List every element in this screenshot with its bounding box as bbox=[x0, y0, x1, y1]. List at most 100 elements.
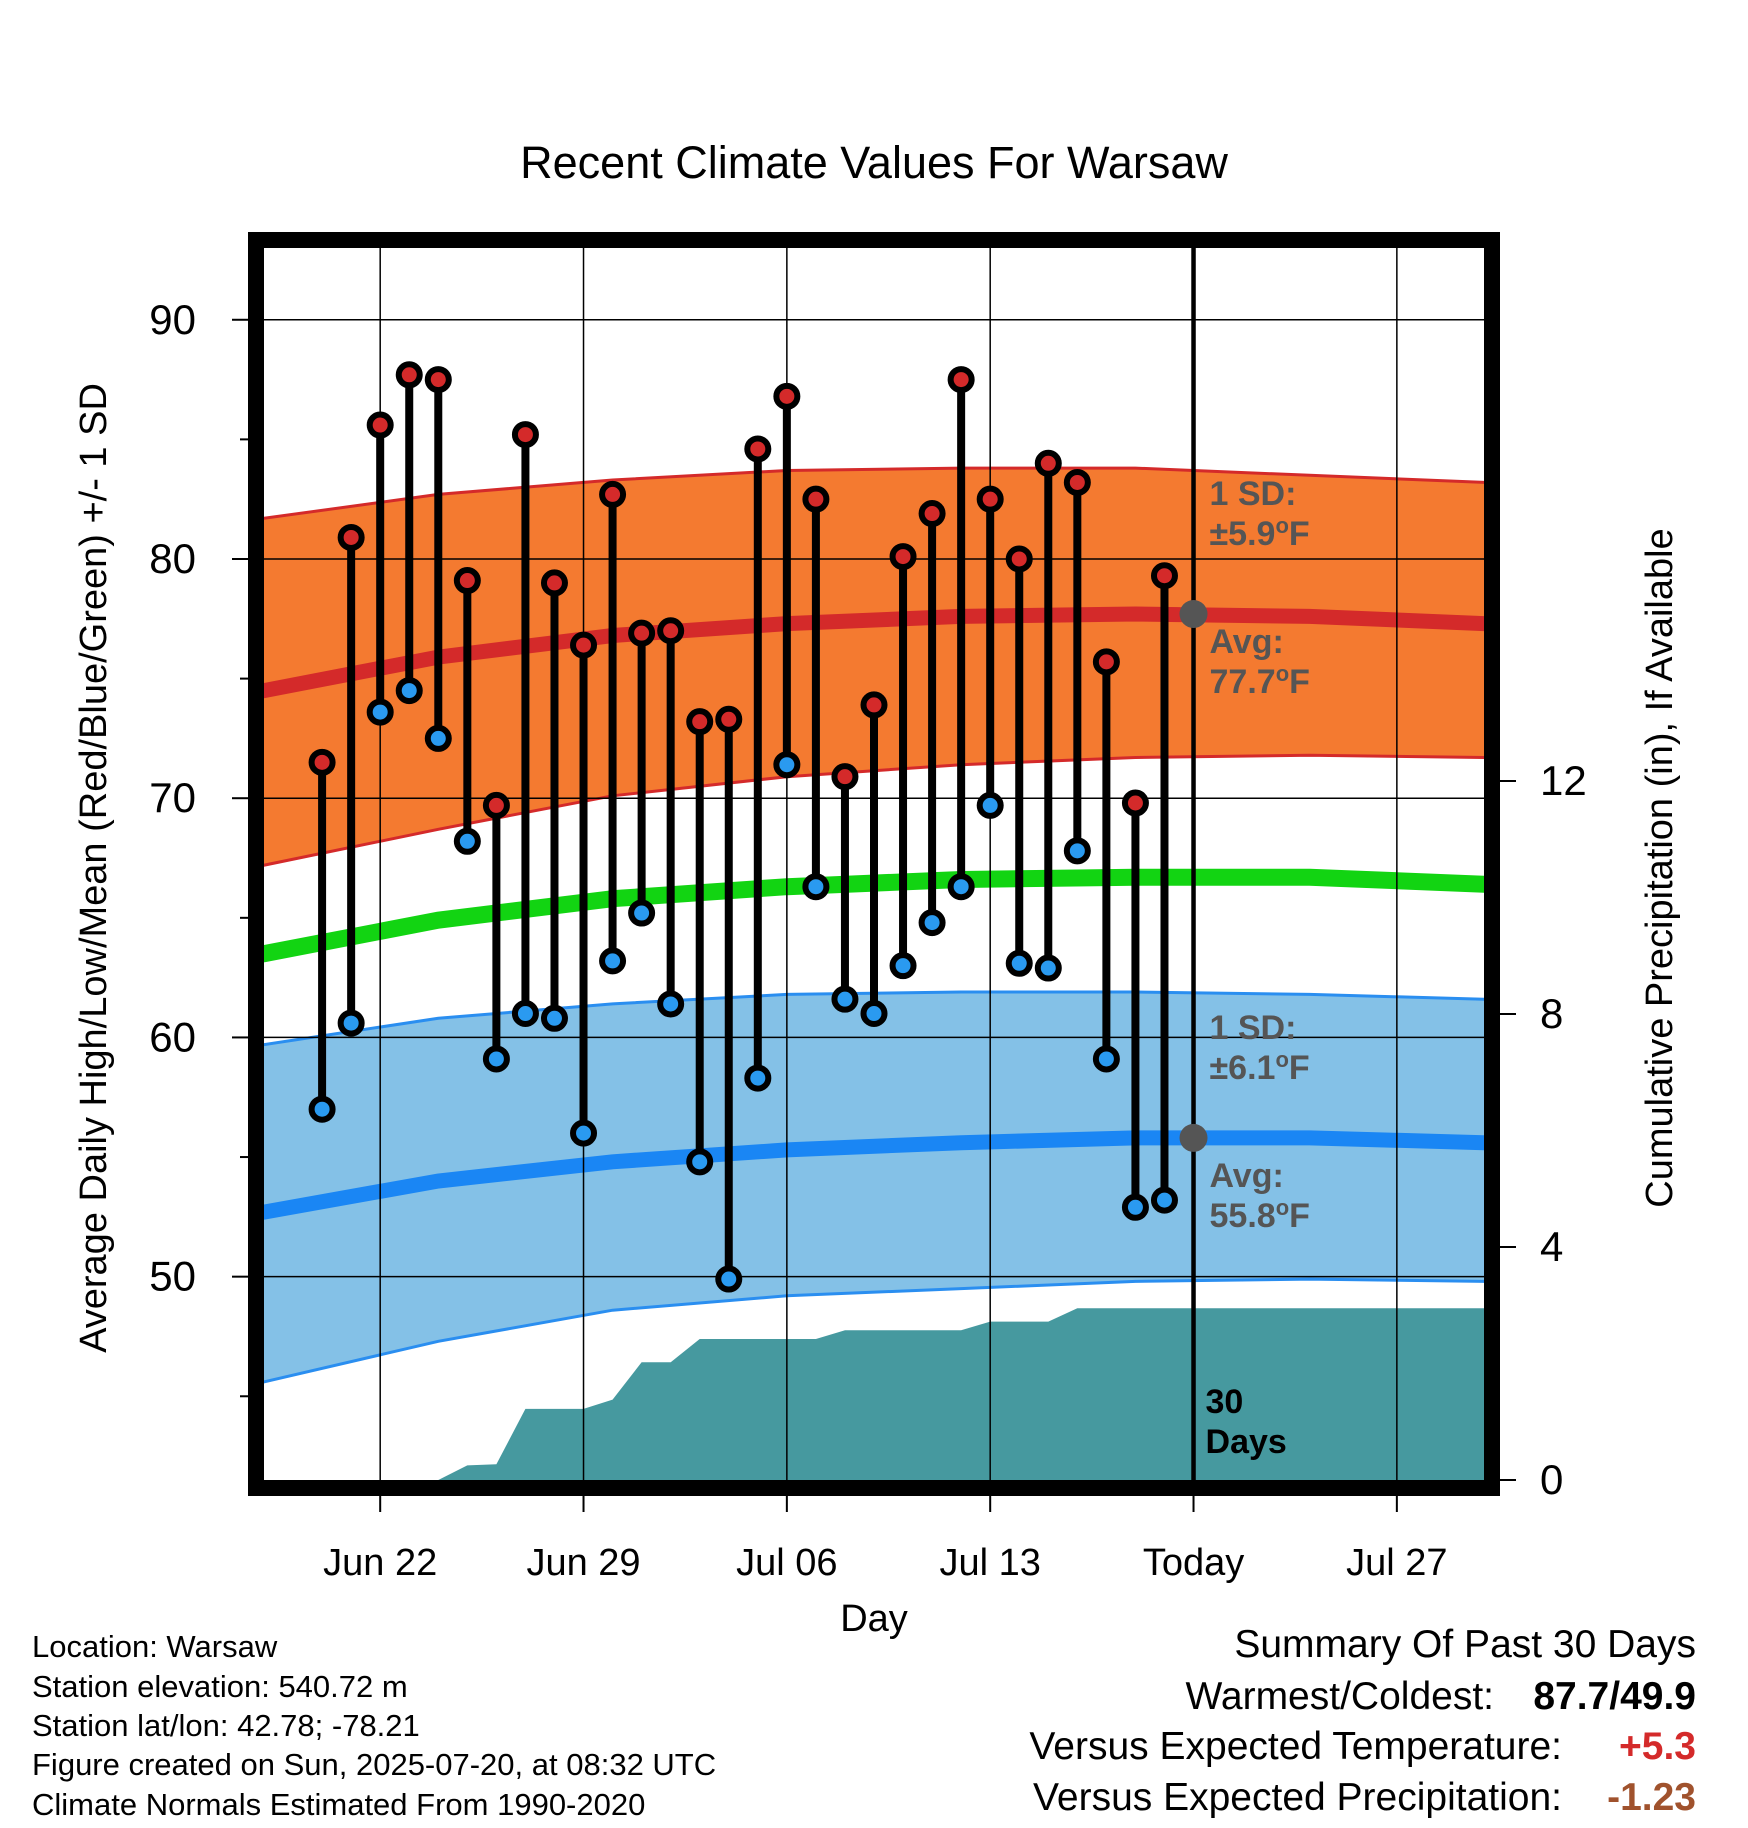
daily-low-marker bbox=[511, 1000, 539, 1028]
daily-high-marker bbox=[570, 631, 598, 659]
daily-high-marker bbox=[1092, 648, 1120, 676]
daily-low-marker bbox=[1150, 1186, 1178, 1214]
summary-panel: Summary Of Past 30 Days Warmest/Coldest:… bbox=[1029, 1623, 1696, 1819]
y-tick-label: 80 bbox=[149, 535, 196, 582]
daily-low-marker bbox=[424, 724, 452, 752]
footer-location: Location: Warsaw bbox=[32, 1629, 278, 1664]
daily-low-marker bbox=[686, 1148, 714, 1176]
daily-high-marker bbox=[1121, 789, 1149, 817]
daily-high-marker bbox=[802, 485, 830, 513]
summary-precip-label: Versus Expected Precipitation: bbox=[1033, 1776, 1562, 1819]
daily-high-marker bbox=[1005, 545, 1033, 573]
daily-low-marker bbox=[1034, 954, 1062, 982]
footer-normals: Climate Normals Estimated From 1990-2020 bbox=[32, 1787, 645, 1822]
daily-low-marker bbox=[715, 1265, 743, 1293]
cumulative-precip-area bbox=[409, 1308, 1484, 1480]
daily-low-marker bbox=[308, 1095, 336, 1123]
daily-high-marker bbox=[599, 480, 627, 508]
summary-warmest-value: 87.7/49.9 bbox=[1533, 1675, 1696, 1718]
daily-low-marker bbox=[1005, 949, 1033, 977]
y-tick-label: 60 bbox=[149, 1013, 196, 1060]
daily-low-marker bbox=[482, 1045, 510, 1073]
daily-high-marker bbox=[831, 763, 859, 791]
low-sd-annotation: 1 SD: ±6.1oF bbox=[1210, 1009, 1310, 1087]
footer-latlon: Station lat/lon: 42.78; -78.21 bbox=[32, 1708, 420, 1743]
daily-high-marker bbox=[744, 435, 772, 463]
daily-low-marker bbox=[599, 947, 627, 975]
y2-tick-label: 0 bbox=[1540, 1456, 1563, 1503]
daily-low-marker bbox=[1121, 1193, 1149, 1221]
daily-high-marker bbox=[453, 567, 481, 595]
y2-tick-label: 8 bbox=[1540, 990, 1563, 1037]
daily-low-marker bbox=[657, 990, 685, 1018]
daily-high-marker bbox=[1150, 562, 1178, 590]
daily-high-marker bbox=[424, 366, 452, 394]
low-avg-annotation: Avg: 55.8oF bbox=[1210, 1157, 1310, 1235]
daily-low-marker bbox=[453, 827, 481, 855]
x-tick-label: Jul 06 bbox=[736, 1542, 837, 1584]
daily-low-marker bbox=[976, 791, 1004, 819]
daily-high-marker bbox=[889, 543, 917, 571]
daily-low-marker bbox=[1063, 837, 1091, 865]
summary-precip-value: -1.23 bbox=[1607, 1776, 1696, 1819]
daily-low-marker bbox=[802, 873, 830, 901]
low-sd-band bbox=[264, 992, 1484, 1382]
daily-high-marker bbox=[366, 411, 394, 439]
daily-high-marker bbox=[628, 619, 656, 647]
daily-high-marker bbox=[715, 705, 743, 733]
x-tick-label: Jun 29 bbox=[526, 1542, 640, 1584]
daily-high-marker bbox=[947, 366, 975, 394]
daily-high-marker bbox=[1063, 468, 1091, 496]
days-annotation: 30 Days bbox=[1206, 1383, 1287, 1461]
x-axis-label: Day bbox=[840, 1598, 908, 1640]
daily-high-marker bbox=[686, 708, 714, 736]
daily-low-marker bbox=[628, 899, 656, 927]
x-tick-label: Jul 13 bbox=[939, 1542, 1040, 1584]
y-axis-label: Average Daily High/Low/Mean (Red/Blue/Gr… bbox=[73, 383, 115, 1353]
daily-high-marker bbox=[976, 485, 1004, 513]
daily-high-marker bbox=[773, 382, 801, 410]
daily-high-marker bbox=[540, 569, 568, 597]
high-sd-annotation: 1 SD: ±5.9oF bbox=[1210, 475, 1310, 553]
y-tick-label: 70 bbox=[149, 774, 196, 821]
daily-low-marker bbox=[947, 873, 975, 901]
summary-title: Summary Of Past 30 Days bbox=[1234, 1623, 1696, 1666]
daily-low-marker bbox=[540, 1004, 568, 1032]
footer-created: Figure created on Sun, 2025-07-20, at 08… bbox=[32, 1747, 716, 1782]
daily-high-marker bbox=[860, 691, 888, 719]
x-tick-label: Today bbox=[1143, 1542, 1244, 1584]
summary-temp-label: Versus Expected Temperature: bbox=[1029, 1725, 1562, 1768]
y-tick-label: 50 bbox=[149, 1253, 196, 1300]
daily-high-marker bbox=[337, 523, 365, 551]
daily-low-marker bbox=[860, 1000, 888, 1028]
summary-warmest-label: Warmest/Coldest: bbox=[1186, 1675, 1494, 1718]
daily-low-marker bbox=[831, 985, 859, 1013]
x-tick-label: Jun 22 bbox=[323, 1542, 437, 1584]
daily-low-marker bbox=[337, 1009, 365, 1037]
daily-high-marker bbox=[511, 421, 539, 449]
station-info: Location: Warsaw Station elevation: 540.… bbox=[32, 1629, 716, 1822]
summary-temp-value: +5.3 bbox=[1619, 1725, 1696, 1768]
y2-tick-label: 12 bbox=[1540, 757, 1587, 804]
daily-low-marker bbox=[918, 909, 946, 937]
y2-axis-label: Cumulative Precipitation (in), If Availa… bbox=[1639, 528, 1681, 1207]
daily-low-marker bbox=[366, 698, 394, 726]
y-tick-label: 90 bbox=[149, 296, 196, 343]
daily-low-marker bbox=[889, 952, 917, 980]
today-normal-high-marker bbox=[1179, 600, 1208, 629]
daily-high-marker bbox=[395, 361, 423, 389]
daily-low-marker bbox=[744, 1064, 772, 1092]
daily-low-marker bbox=[395, 677, 423, 705]
high-avg-annotation: Avg: 77.7oF bbox=[1210, 623, 1310, 701]
footer-elevation: Station elevation: 540.72 m bbox=[32, 1669, 408, 1704]
daily-high-marker bbox=[308, 748, 336, 776]
daily-low-marker bbox=[1092, 1045, 1120, 1073]
today-normal-low-marker bbox=[1179, 1123, 1208, 1152]
daily-high-marker bbox=[482, 791, 510, 819]
daily-low-marker bbox=[773, 751, 801, 779]
y2-tick-label: 4 bbox=[1540, 1223, 1563, 1270]
daily-high-marker bbox=[657, 617, 685, 645]
daily-high-marker bbox=[918, 500, 946, 528]
x-tick-label: Jul 27 bbox=[1346, 1542, 1447, 1584]
